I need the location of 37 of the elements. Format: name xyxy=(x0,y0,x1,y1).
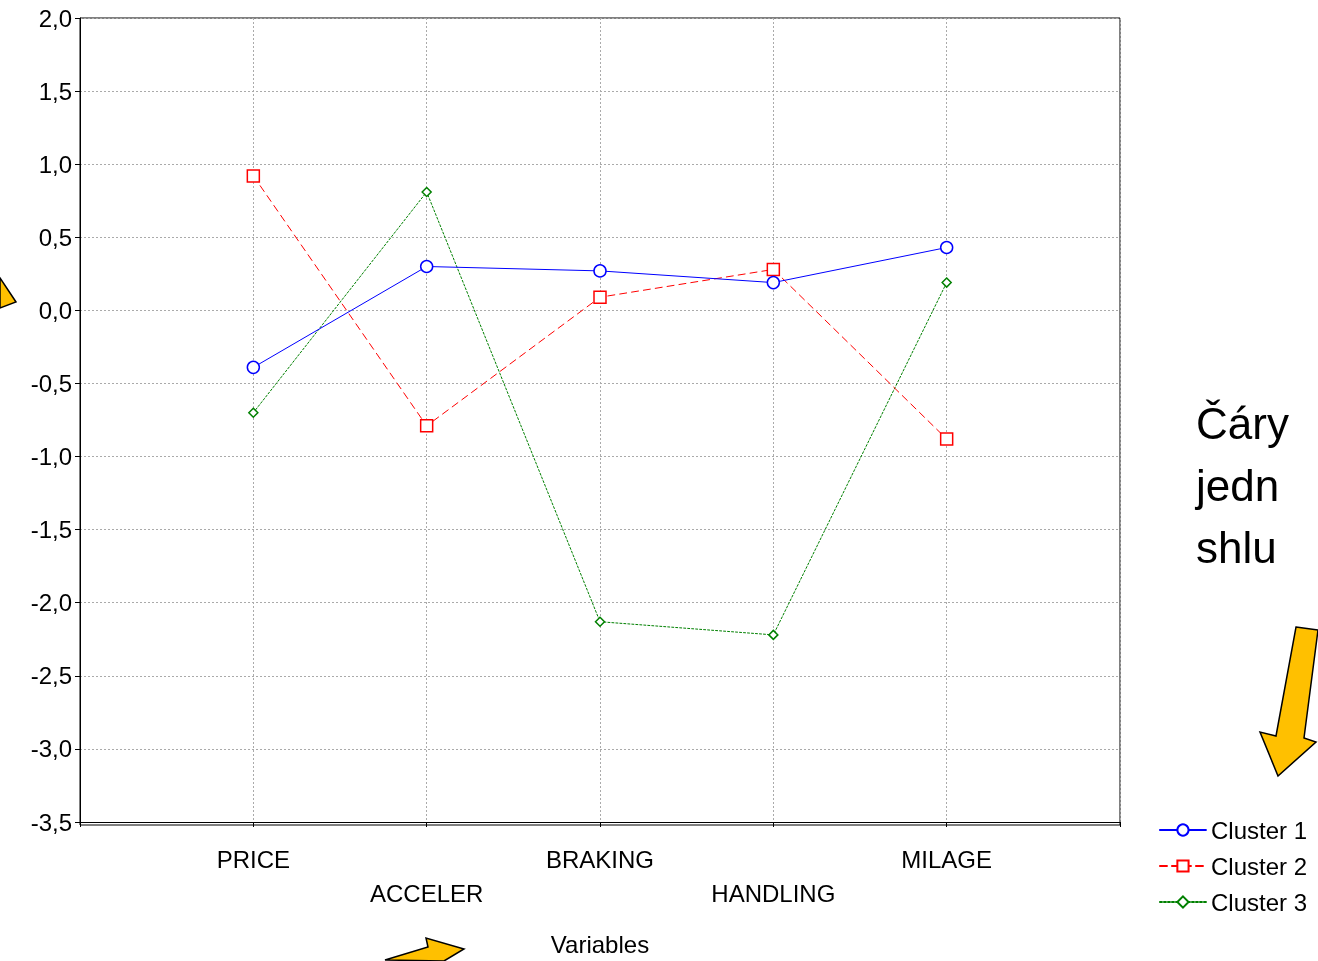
point xyxy=(768,629,779,641)
y-tick-label: -1,5 xyxy=(30,516,72,544)
y-tick-label: 1,5 xyxy=(38,77,72,105)
point xyxy=(246,169,261,183)
point xyxy=(593,290,607,304)
y-tick-label: 1,0 xyxy=(38,150,72,178)
point xyxy=(766,275,781,290)
y-tick-label: -1,0 xyxy=(30,443,72,471)
y-tick-label: 2,0 xyxy=(38,4,72,32)
point xyxy=(419,259,434,274)
x-tick-label: BRAKING xyxy=(545,845,655,873)
legend-label: Cluster 3 xyxy=(1210,888,1308,916)
point xyxy=(248,407,259,418)
y-tick-label: -2,5 xyxy=(30,662,72,690)
y-tick-label: 0,5 xyxy=(38,223,72,251)
text: Čáry jedn shlu xyxy=(1194,398,1289,572)
x-tick-label: PRICE xyxy=(216,845,291,873)
point xyxy=(766,262,781,277)
x-tick-label: MILAGE xyxy=(901,845,993,873)
y-tick-label: -3,0 xyxy=(30,735,72,763)
point xyxy=(246,360,261,375)
point xyxy=(941,277,952,288)
legend-label: Cluster 2 xyxy=(1210,852,1308,880)
x-axis-title: Variables xyxy=(550,930,650,958)
point xyxy=(594,616,606,627)
x-tick-label: HANDLING xyxy=(711,879,836,907)
point xyxy=(593,264,607,278)
point xyxy=(939,240,954,255)
legend-label: Cluster 1 xyxy=(1210,816,1308,844)
point xyxy=(421,186,432,198)
y-tick-label: -0,5 xyxy=(30,369,72,397)
y-tick-label: -3,5 xyxy=(30,808,72,836)
y-tick-label: 0,0 xyxy=(38,296,72,324)
x-tick-label: ACCELER xyxy=(369,879,484,907)
point xyxy=(939,432,954,446)
point xyxy=(419,419,434,433)
y-tick-label: -2,0 xyxy=(30,589,72,617)
